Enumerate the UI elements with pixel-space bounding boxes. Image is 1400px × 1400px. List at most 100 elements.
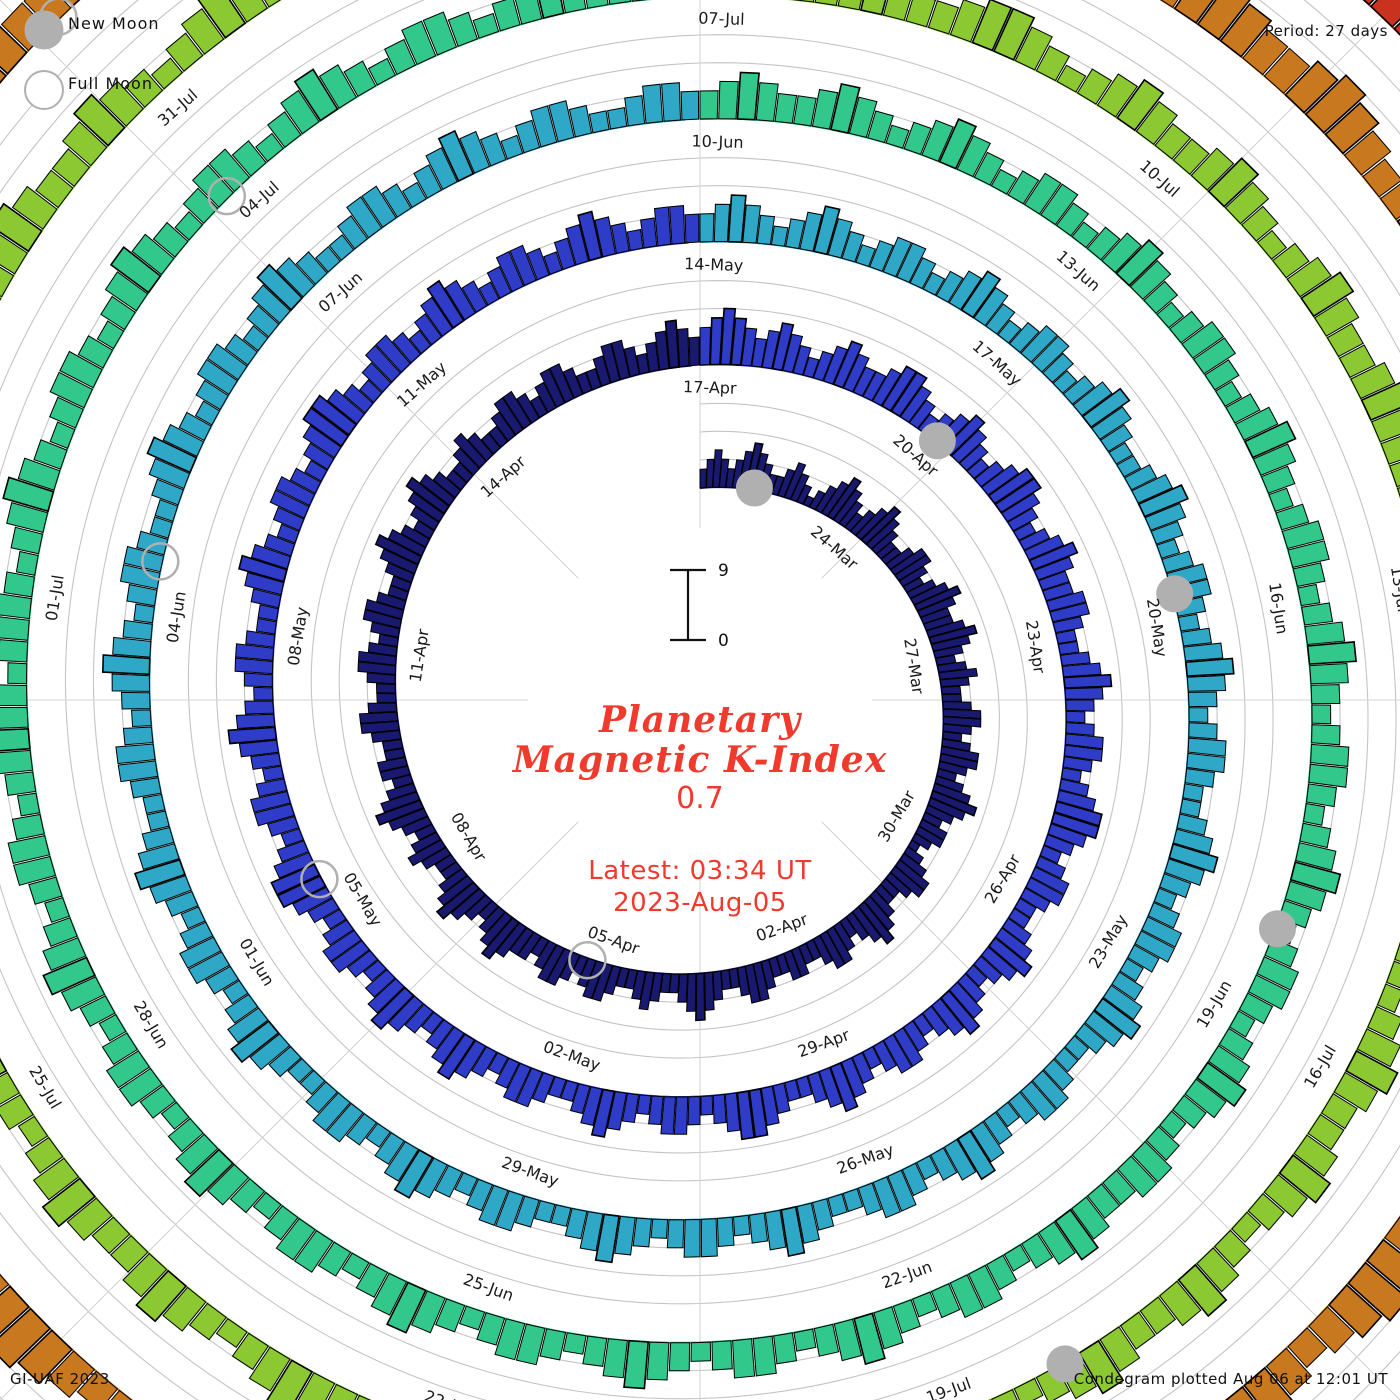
k-bar (661, 82, 682, 122)
k-bar (529, 395, 549, 419)
k-bar (77, 335, 114, 369)
k-bar (302, 406, 350, 448)
k-bar (208, 148, 251, 193)
k-bar (362, 959, 387, 982)
k-bar (1293, 1134, 1339, 1177)
k-bar (889, 547, 927, 576)
k-bar (381, 738, 404, 752)
k-bar (1050, 811, 1100, 840)
date-label: 28-Jun (130, 997, 173, 1051)
k-bar (307, 897, 340, 924)
k-bar (1176, 813, 1208, 836)
date-label: 11-Apr (406, 627, 433, 683)
k-bar (478, 281, 500, 306)
k-bar (42, 937, 87, 971)
k-bar (732, 1214, 751, 1237)
k-bar (17, 1329, 74, 1385)
k-bar (252, 1191, 282, 1220)
k-bar (1124, 464, 1158, 491)
k-bar (1367, 1006, 1400, 1041)
k-bar (1003, 1244, 1031, 1272)
k-bar (1379, 183, 1400, 221)
k-bar (973, 286, 1009, 327)
k-bar (833, 1318, 863, 1362)
k-bar (602, 1338, 628, 1379)
k-bar (276, 257, 316, 298)
k-bar (1265, 1347, 1313, 1396)
k-bar (709, 316, 724, 366)
k-bar (1275, 503, 1310, 531)
k-bar (446, 469, 468, 491)
k-bar (700, 1218, 718, 1258)
k-bar (774, 92, 798, 124)
k-bar (760, 1085, 780, 1127)
k-bar (1207, 157, 1260, 208)
new-moon-marker (918, 422, 956, 460)
k-bar (494, 1318, 526, 1361)
credit-text: GI-UAF 2023 (10, 1370, 110, 1388)
k-bar (903, 121, 932, 156)
k-bar (885, 871, 912, 899)
k-bar (120, 691, 151, 710)
k-bar (383, 1141, 419, 1182)
k-bar (862, 371, 887, 402)
k-bar (387, 528, 426, 557)
latest-date: 2023-Aug-05 (613, 888, 787, 918)
k-bar (142, 793, 166, 814)
k-bar (1326, 323, 1364, 358)
k-bar (364, 598, 404, 620)
k-bar (839, 916, 858, 939)
k-bar (303, 442, 335, 471)
full-moon-marker (141, 542, 180, 581)
k-bar (938, 760, 968, 777)
k-bar (162, 1286, 207, 1332)
k-bar (420, 1011, 444, 1035)
date-label: 16-Jul (1300, 1042, 1340, 1092)
k-bar (686, 973, 697, 1012)
k-bar (867, 110, 894, 144)
k-bar (930, 1147, 958, 1181)
k-bar (392, 331, 422, 364)
k-bar (911, 832, 933, 851)
k-bar (1086, 226, 1121, 261)
k-bar (1019, 887, 1051, 913)
k-bar (477, 900, 499, 921)
k-bar (1102, 984, 1143, 1021)
k-bar (761, 329, 781, 370)
k-bar (1188, 722, 1218, 740)
k-bar (1055, 202, 1090, 237)
k-bar (539, 1328, 567, 1361)
k-bar (149, 516, 174, 539)
k-bar (317, 1241, 352, 1277)
k-bar (362, 609, 402, 629)
k-bar (699, 326, 712, 366)
k-bar (1188, 707, 1209, 723)
k-bar (148, 457, 191, 490)
k-bar (565, 223, 590, 266)
k-bar (1014, 897, 1037, 919)
k-bar (1389, 461, 1400, 488)
k-bar (1099, 1326, 1141, 1373)
k-bar (257, 604, 279, 622)
k-bar (452, 447, 480, 476)
k-bar (6, 501, 49, 534)
k-bar (1299, 822, 1332, 849)
k-bar (490, 411, 516, 442)
k-bar (936, 660, 968, 673)
k-bar (230, 1020, 280, 1064)
k-bar (711, 1340, 733, 1371)
k-bar (387, 995, 424, 1032)
k-bar (626, 228, 644, 251)
k-bar (379, 548, 419, 575)
k-bar (1007, 170, 1040, 205)
k-bar (880, 546, 902, 565)
k-bar (673, 1096, 689, 1135)
arm-rot-7 (1362, 0, 1400, 37)
k-bar (466, 1178, 494, 1212)
k-bar (530, 105, 558, 148)
k-bar (940, 685, 962, 695)
k-bar (920, 607, 951, 625)
k-bar (699, 468, 708, 489)
k-bar (376, 692, 397, 703)
